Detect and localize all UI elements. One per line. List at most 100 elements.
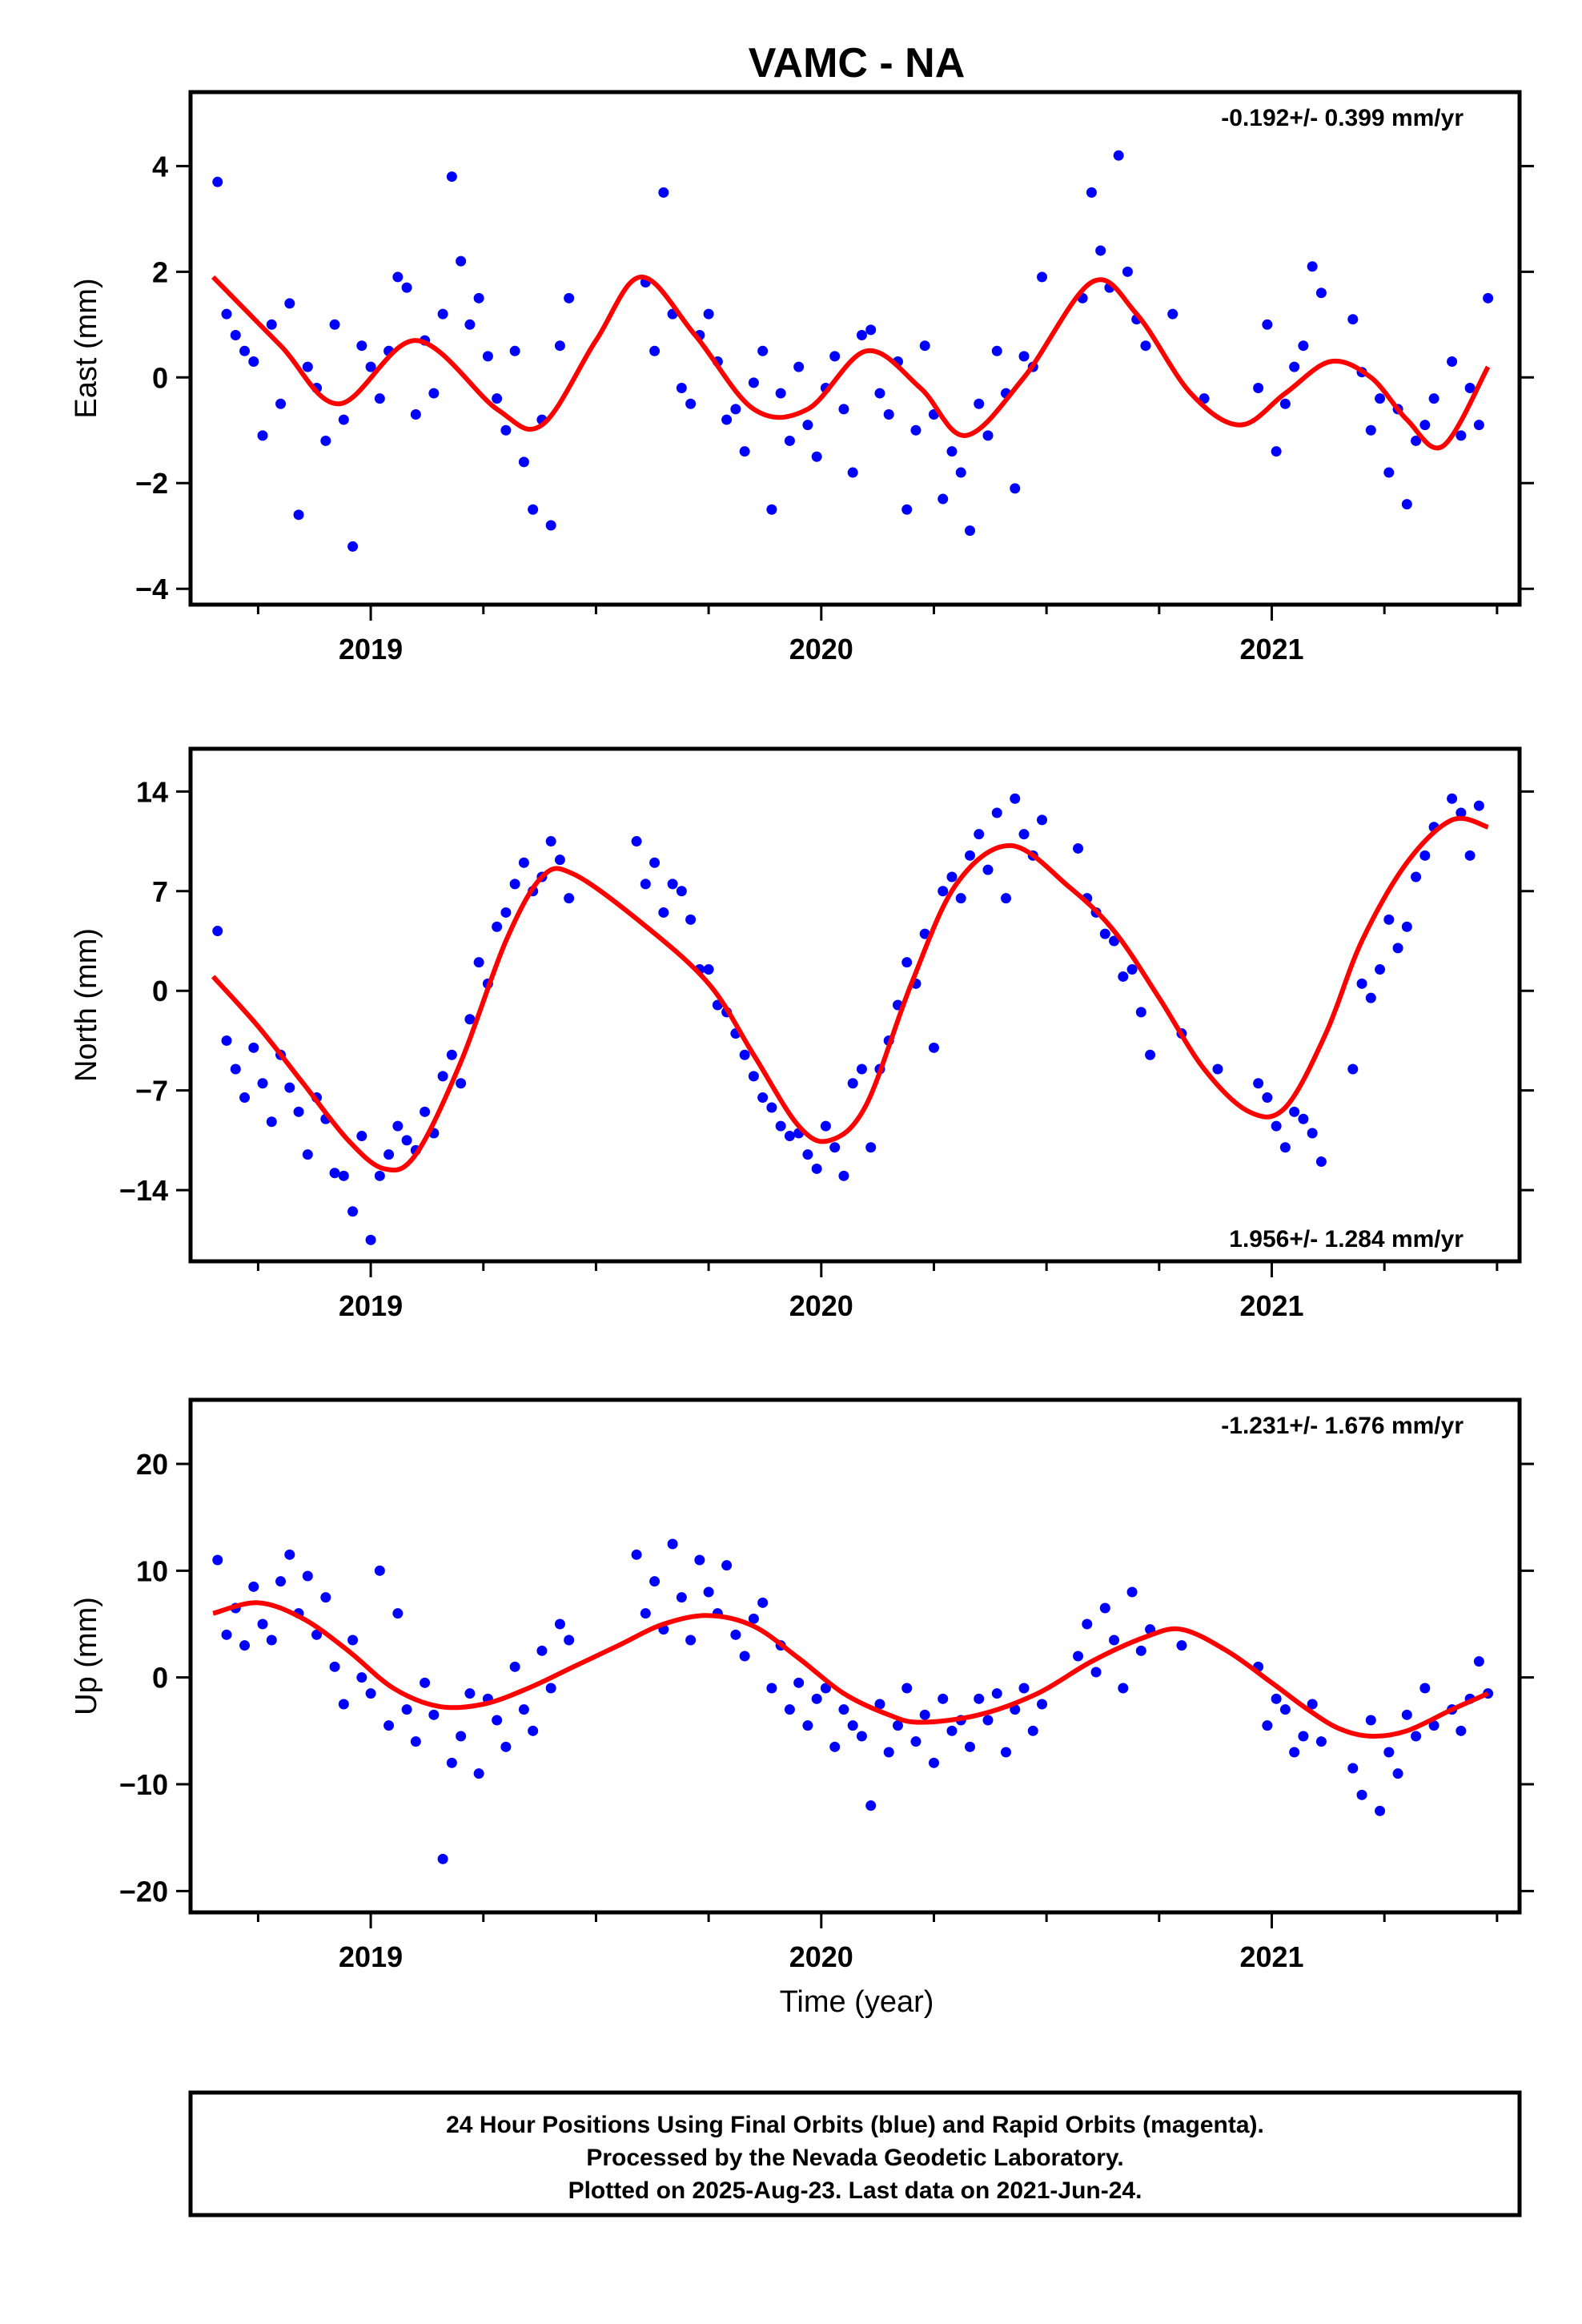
up-data-point: [829, 1741, 841, 1752]
east-y-tick-label: 0: [152, 361, 168, 394]
east-y-tick-label: 2: [152, 255, 168, 288]
up-data-point: [1109, 1634, 1120, 1646]
north-data-point: [1010, 793, 1021, 804]
up-data-point: [338, 1699, 349, 1710]
north-data-point: [631, 836, 642, 847]
east-data-point: [392, 271, 404, 283]
east-data-point: [1315, 287, 1327, 299]
up-data-point: [410, 1736, 421, 1747]
up-data-point: [311, 1629, 323, 1640]
up-data-point: [492, 1715, 503, 1726]
north-data-point: [1271, 1120, 1282, 1132]
up-data-point: [784, 1704, 795, 1715]
north-data-point: [564, 893, 575, 904]
north-data-point: [1099, 928, 1110, 939]
north-data-point: [829, 1142, 841, 1153]
north-data-point: [545, 836, 556, 847]
east-data-point: [982, 430, 994, 441]
east-data-point: [1365, 424, 1376, 436]
east-data-point: [275, 398, 287, 409]
north-data-point: [802, 1149, 813, 1160]
north-fit-curve: [211, 815, 1489, 1173]
north-data-point: [284, 1082, 295, 1093]
up-data-point: [275, 1576, 287, 1587]
north-data-point: [473, 957, 484, 968]
north-data-point: [1392, 943, 1403, 954]
north-y-tick-label: 7: [152, 875, 168, 908]
north-data-point: [649, 857, 661, 868]
east-data-point: [1419, 420, 1431, 431]
up-data-point: [500, 1741, 512, 1752]
north-data-point: [1212, 1063, 1223, 1075]
east-data-point: [676, 382, 687, 393]
up-data-point: [302, 1570, 313, 1582]
north-data-point: [938, 886, 949, 897]
north-data-point: [1298, 1113, 1309, 1124]
up-data-point: [856, 1731, 867, 1742]
east-data-point: [856, 330, 867, 341]
north-data-point: [1464, 850, 1476, 861]
north-data-point: [658, 907, 669, 918]
east-data-point: [883, 408, 894, 420]
north-data-point: [1262, 1092, 1273, 1104]
up-data-point: [473, 1768, 484, 1779]
north-data-point: [847, 1078, 858, 1089]
up-data-point: [528, 1725, 539, 1736]
east-plot-frame: [188, 90, 1522, 607]
up-data-point: [464, 1688, 476, 1699]
east-x-tick-label: 2020: [789, 633, 853, 665]
east-data-point: [1010, 483, 1021, 494]
up-x-tick-label: 2021: [1239, 1940, 1303, 1973]
north-data-point: [1118, 971, 1129, 982]
east-data-point: [1298, 340, 1309, 352]
up-data-point: [721, 1560, 733, 1571]
east-data-point: [938, 493, 949, 505]
east-data-point: [1037, 271, 1048, 283]
up-data-point: [1176, 1640, 1187, 1651]
up-data-point: [1307, 1699, 1318, 1710]
north-data-point: [1145, 1049, 1156, 1060]
east-data-point: [1113, 150, 1124, 161]
north-data-point: [230, 1063, 241, 1075]
north-data-point: [1356, 978, 1367, 989]
up-panel: 2019 2020 2021 −20 −10 0 10 20 Up (mm) -1.231+/- …: [70, 1397, 1534, 1973]
footer-box: [188, 2090, 1522, 2217]
up-data-point: [1018, 1683, 1030, 1694]
north-data-point: [946, 871, 958, 883]
up-data-point: [383, 1720, 395, 1731]
east-data-point: [1095, 245, 1106, 256]
east-data-point: [545, 520, 556, 531]
east-data-point: [865, 324, 877, 336]
north-data-point: [293, 1106, 304, 1117]
up-data-point: [901, 1683, 913, 1694]
north-x-tick-label: 2019: [339, 1289, 403, 1322]
north-panel: 2019 2020 2021 −14 −7 0 7 14 North (mm) 1.956+/- …: [70, 746, 1534, 1322]
east-data-point: [1086, 187, 1097, 198]
up-data-point: [1135, 1645, 1146, 1656]
north-data-point: [1401, 921, 1412, 932]
north-data-point: [1135, 1007, 1146, 1018]
east-data-point: [1464, 382, 1476, 393]
north-data-point: [784, 1131, 795, 1142]
north-data-point: [456, 1078, 467, 1089]
north-data-point: [928, 1042, 939, 1053]
east-data-point: [239, 345, 251, 356]
east-data-point: [1307, 261, 1318, 272]
x-axis-label: Time (year): [780, 1985, 934, 2019]
up-data-point: [536, 1645, 548, 1656]
up-data-point: [545, 1683, 556, 1694]
north-rate-label: 1.956+/- 1.284 mm/yr: [1229, 1226, 1464, 1252]
up-data-point: [676, 1592, 687, 1603]
east-data-point: [649, 345, 661, 356]
north-data-point: [974, 829, 985, 840]
north-data-point: [901, 957, 913, 968]
north-data-point: [437, 1071, 448, 1082]
north-data-point: [212, 926, 223, 937]
east-data-point: [518, 456, 529, 468]
north-data-point: [1315, 1156, 1327, 1168]
up-data-point: [766, 1683, 777, 1694]
up-data-point: [554, 1618, 565, 1630]
north-data-point: [420, 1106, 431, 1117]
north-data-point: [257, 1078, 268, 1089]
